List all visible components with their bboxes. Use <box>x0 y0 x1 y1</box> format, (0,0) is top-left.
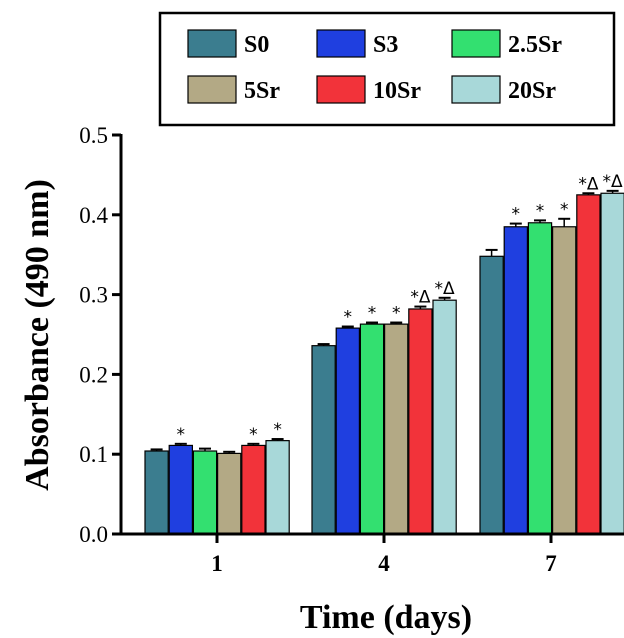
significance-mark: * <box>273 420 282 440</box>
significance-mark: * <box>512 205 521 225</box>
bar-20Sr-day-4 <box>432 299 457 535</box>
legend-label-10Sr: 10Sr <box>373 78 421 104</box>
bar-5Sr-day-7 <box>551 226 577 535</box>
significance-mark: *Δ <box>435 279 456 299</box>
legend-swatch-10Sr <box>316 75 366 104</box>
legend-swatch-S3 <box>316 29 366 58</box>
bar-S0-day-1 <box>144 450 169 535</box>
bar-10Sr-day-4 <box>408 308 433 535</box>
legend-swatch-S0 <box>187 29 237 58</box>
y-tick-label: 0.3 <box>79 283 108 308</box>
legend-swatch-20Sr <box>451 75 501 104</box>
bar-S0-day-4 <box>311 345 336 535</box>
bar-2.5Sr-day-1 <box>192 450 218 535</box>
legend-label-2.5Sr: 2.5Sr <box>508 32 562 58</box>
legend-label-20Sr: 20Sr <box>508 78 556 104</box>
significance-mark: *Δ <box>410 288 431 308</box>
x-axis-title: Time (days) <box>300 599 472 636</box>
significance-mark: * <box>392 304 401 324</box>
legend-swatch-5Sr <box>187 75 237 104</box>
y-tick-label: 0.4 <box>79 203 108 228</box>
bars: *********Δ*Δ**Δ*Δ <box>144 172 624 535</box>
legend-label-S0: S0 <box>244 32 269 58</box>
significance-mark: *Δ <box>578 174 599 194</box>
bar-2.5Sr-day-7 <box>527 222 553 535</box>
bar-10Sr-day-1 <box>241 444 266 535</box>
bar-S3-day-4 <box>335 327 361 535</box>
bar-5Sr-day-1 <box>217 452 242 535</box>
legend-swatch-2.5Sr <box>451 29 501 58</box>
x-tick-label: 4 <box>378 551 390 576</box>
bar-S0-day-7 <box>479 255 504 535</box>
y-tick-label: 0.5 <box>79 123 108 148</box>
significance-mark: * <box>249 425 258 445</box>
significance-mark: * <box>177 425 186 445</box>
significance-mark: * <box>344 308 353 328</box>
y-tick-label: 0.1 <box>79 442 108 467</box>
x-tick-label: 1 <box>211 551 223 576</box>
bar-2.5Sr-day-4 <box>359 323 385 535</box>
significance-mark: * <box>368 304 377 324</box>
bar-S3-day-1 <box>168 444 193 535</box>
significance-mark: * <box>536 201 545 221</box>
y-axis-title: Absorbance (490 nm) <box>19 179 56 491</box>
y-tick-label: 0.2 <box>79 362 108 387</box>
bar-5Sr-day-4 <box>384 323 409 535</box>
y-tick-label: 0.0 <box>79 522 108 547</box>
legend-label-S3: S3 <box>373 32 398 58</box>
bar-S3-day-7 <box>503 226 529 535</box>
bar-20Sr-day-1 <box>265 440 290 535</box>
significance-mark: * <box>560 200 569 220</box>
legend-label-5Sr: 5Sr <box>244 78 280 104</box>
x-tick-label: 7 <box>545 551 557 576</box>
axes: 0.0 0.1 0.2 0.3 0.4 0.5 1 4 7 <box>79 123 624 576</box>
significance-mark: *Δ <box>603 172 624 192</box>
bar-20Sr-day-7 <box>600 192 624 535</box>
bar-10Sr-day-7 <box>576 194 601 535</box>
legend: S0 S3 2.5Sr 5Sr 10Sr 20Sr <box>158 11 616 127</box>
